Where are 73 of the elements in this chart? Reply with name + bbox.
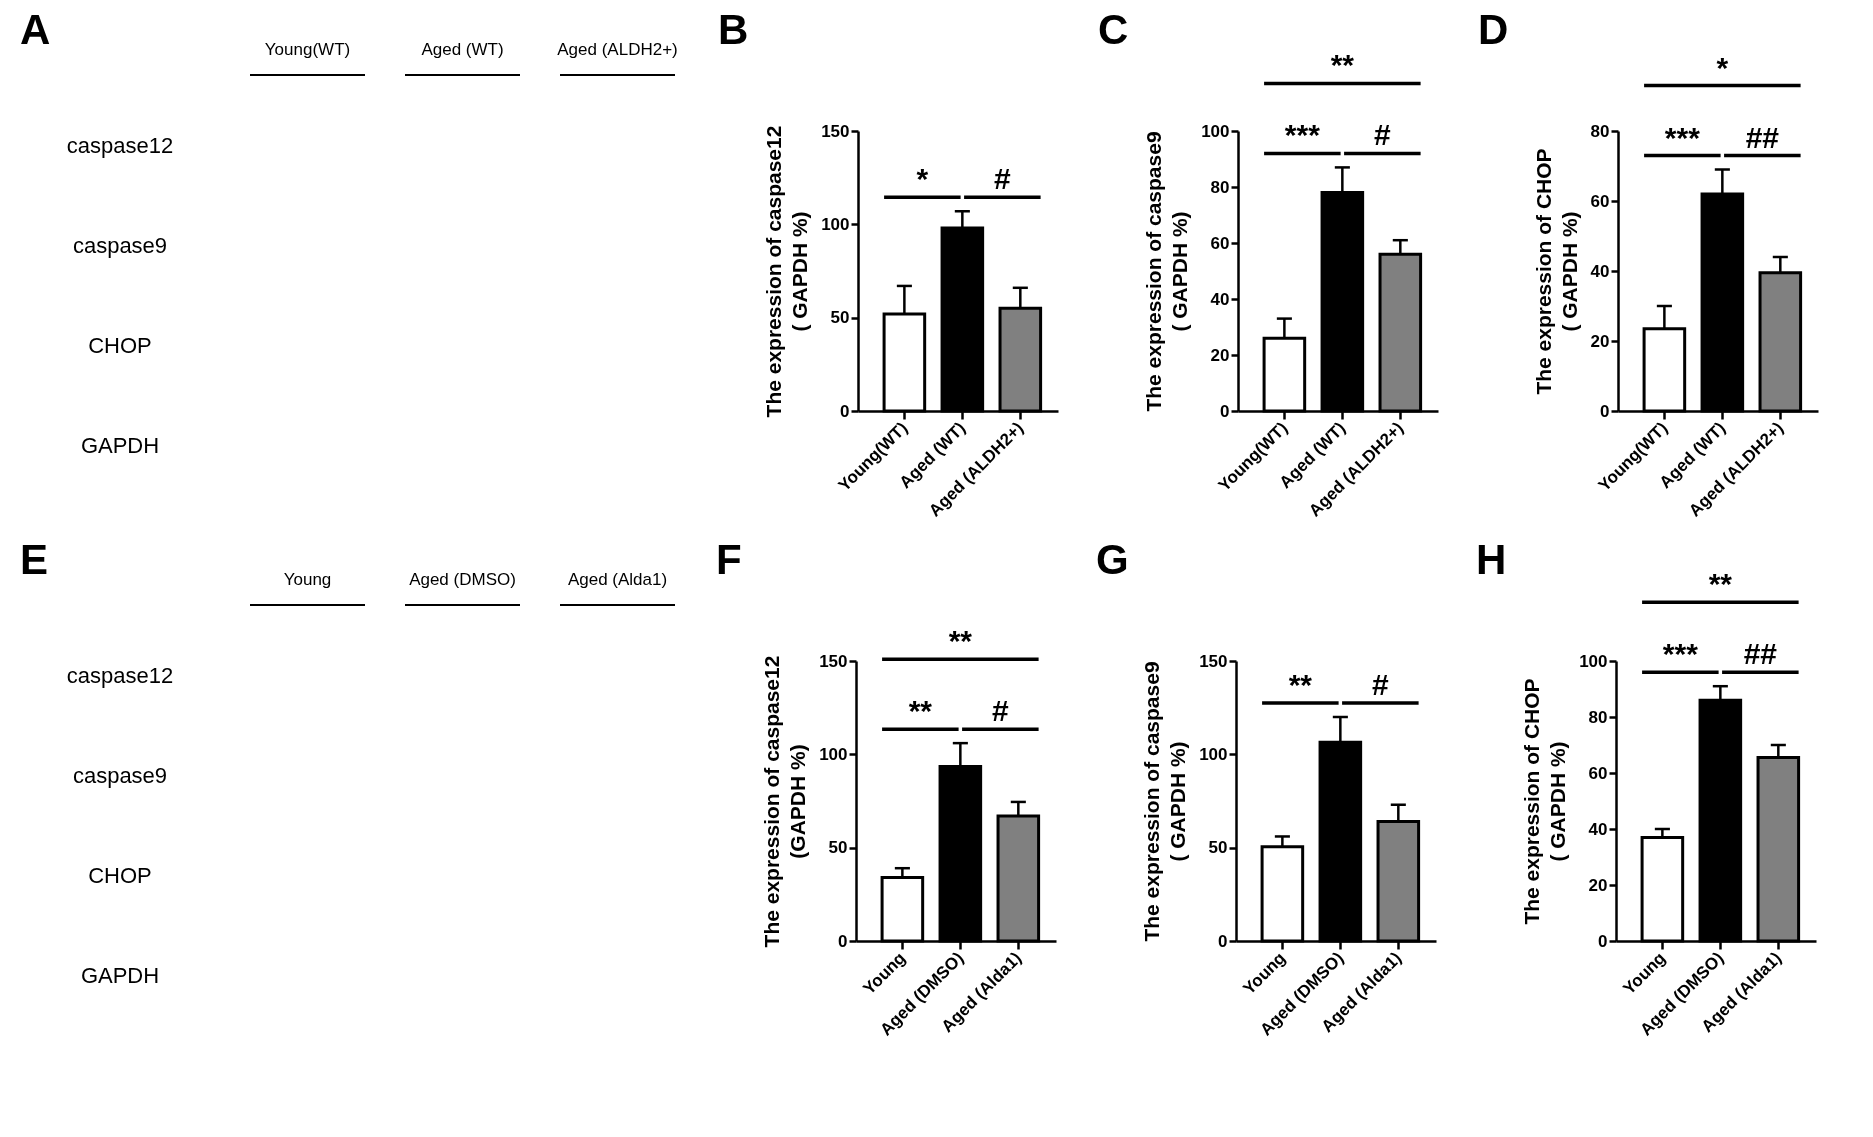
text: E [20,536,49,583]
y-tick-label: 80 [1590,121,1610,141]
y-tick-label: 150 [1199,651,1228,671]
category-label: Young [283,570,332,589]
annotation: # [994,162,1011,196]
y-tick-label: 100 [1579,651,1608,671]
chart-title: C [1098,6,1129,53]
annotation: ** [908,694,933,728]
annotation: * [916,162,929,196]
annotation: # [1372,668,1389,701]
category-label: CHOP [88,333,152,358]
text: A [20,6,51,53]
y-tick-label: 150 [821,121,850,141]
text: ** [1708,567,1733,601]
y-tick-label: 50 [830,308,850,328]
y-tick-label: 20 [1588,875,1608,895]
y-tick-label: 40 [1590,261,1610,281]
y-tick-label: 40 [1210,289,1230,309]
y-tick-label: 20 [1590,331,1610,351]
y-axis-title: The expression of caspase12 ( GAPDH %) [762,125,812,418]
category-label: GAPDH [80,963,160,988]
y-tick-label: 20 [1210,345,1230,365]
annotation: # [1374,118,1391,152]
category-label: Aged (WT) [421,40,504,59]
category-label: GAPDH [80,433,160,458]
y-tick-label: 60 [1590,191,1610,211]
y-axis-title: The expression of caspase9 ( GAPDH %) [1140,661,1190,942]
category-label: Aged (ALDH2+) [557,40,678,59]
category-label: Young(WT) [264,40,351,59]
y-tick-label: 50 [828,838,848,858]
annotation: # [992,694,1009,728]
annotation: ## [1743,637,1778,671]
category-label: CHOP [88,863,152,888]
y-tick-label: 50 [1208,838,1228,858]
y-axis-title: The expression of caspase9 ( GAPDH %) [1142,131,1192,412]
y-axis-title: The expression of CHOP ( GAPDH %) [1531,148,1581,395]
y-axis-title: The expression of CHOP ( GAPDH %) [1520,678,1570,925]
y-tick-label: 100 [821,214,850,234]
y-tick-label: 80 [1588,707,1608,727]
annotation: *** [1664,120,1701,154]
y-tick-label: 100 [1201,121,1230,141]
chart-title: H [1476,536,1507,583]
y-axis-title: The expression of caspase12 (GAPDH %) [760,655,810,948]
text: ** [1330,48,1355,82]
text: ** [948,624,973,658]
y-tick-label: 0 [1218,931,1228,951]
category-label: caspase9 [72,233,168,258]
y-tick-label: 0 [840,401,850,421]
y-tick-label: 100 [1199,744,1228,764]
category-label: Aged (DMSO) [409,570,516,589]
y-tick-label: 100 [819,744,848,764]
annotation: *** [1662,637,1699,671]
y-tick-label: 0 [1220,401,1230,421]
category-label: Aged (Alda1) [567,570,668,589]
chart-title: F [716,536,742,583]
annotation: *** [1284,118,1321,152]
y-tick-label: 0 [1600,401,1610,421]
annotation: ## [1745,120,1780,154]
y-tick-label: 40 [1588,819,1608,839]
category-label: caspase9 [72,763,168,788]
annotation: ** [1288,668,1313,701]
y-tick-label: 0 [1598,931,1608,951]
chart-title: B [718,6,749,53]
y-tick-label: 80 [1210,177,1230,197]
category-label: caspase12 [66,133,174,158]
category-label: caspase12 [66,663,174,688]
y-tick-label: 60 [1588,763,1608,783]
chart-title: D [1478,6,1509,53]
chart-title: G [1096,536,1129,583]
y-tick-label: 0 [838,931,848,951]
y-tick-label: 150 [819,651,848,671]
y-tick-label: 60 [1210,233,1230,253]
text: * [1716,50,1729,84]
